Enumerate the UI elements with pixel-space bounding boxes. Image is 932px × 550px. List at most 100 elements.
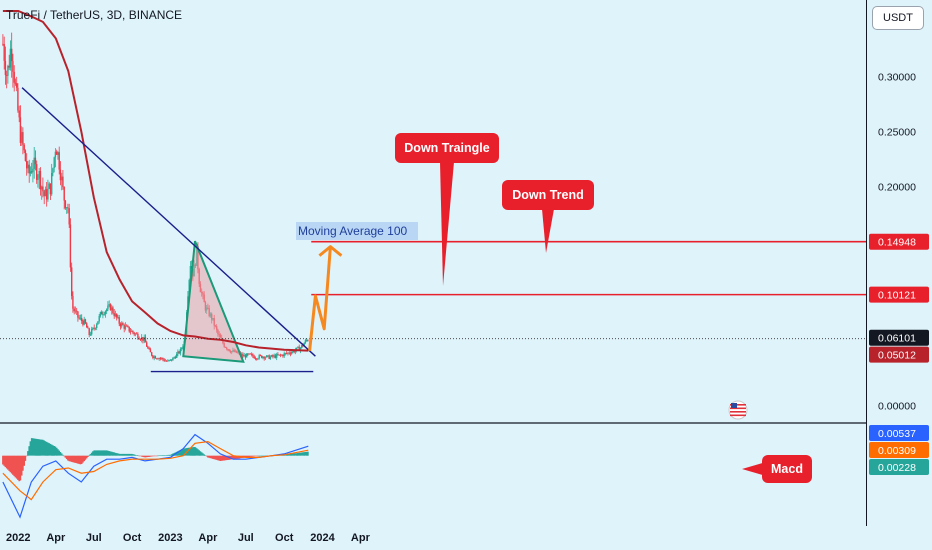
candle-body xyxy=(179,349,182,354)
candle-body xyxy=(189,266,192,280)
candle-body xyxy=(28,164,30,174)
down-trend-callout-pointer xyxy=(542,209,554,253)
macd-histogram-bar xyxy=(289,454,292,456)
candle-body xyxy=(172,357,174,361)
candle-body xyxy=(244,355,247,358)
candle-body xyxy=(262,356,264,358)
macd-histogram-bar xyxy=(139,455,142,457)
macd-histogram-bar xyxy=(128,453,130,456)
macd-histogram-bar xyxy=(40,439,43,456)
macd-histogram-bar xyxy=(73,455,75,463)
macd-histogram-bar xyxy=(13,455,15,477)
currency-button[interactable]: USDT xyxy=(872,6,924,30)
candle-body xyxy=(144,337,147,343)
macd-histogram-bar xyxy=(64,455,67,458)
macd-histogram-bar xyxy=(244,455,247,458)
macd-histogram-bar xyxy=(288,454,290,456)
macd-histogram-bar xyxy=(155,455,158,457)
candle-body xyxy=(273,355,275,357)
candle-body xyxy=(147,346,149,349)
macd-histogram-bar xyxy=(304,452,307,456)
macd-histogram-bar xyxy=(38,439,40,456)
candle-body xyxy=(3,44,5,61)
macd-histogram-bar xyxy=(125,453,128,456)
macd-histogram-bar xyxy=(295,453,298,456)
down-triangle-callout-bg xyxy=(395,133,499,163)
price-tick-label: 0.30000 xyxy=(878,72,916,84)
macd-histogram-bar xyxy=(55,447,58,456)
candle-body xyxy=(111,307,113,311)
macd-histogram-bar xyxy=(110,451,113,456)
candle-body xyxy=(68,208,70,225)
candle-body xyxy=(69,224,72,268)
candle-body xyxy=(27,164,29,169)
candle-body xyxy=(31,171,33,173)
macd-histogram-bar xyxy=(305,451,308,456)
macd-histogram-bar xyxy=(28,446,30,456)
macd-histogram-bar xyxy=(193,447,195,456)
macd-histogram-bar xyxy=(177,451,179,456)
candle-body xyxy=(297,346,299,348)
macd-histogram-bar xyxy=(218,455,220,461)
candle-body xyxy=(116,313,118,318)
macd-histogram-bar xyxy=(250,455,253,457)
macd-histogram-bar xyxy=(138,455,140,457)
candle-body xyxy=(188,280,190,297)
candle-body xyxy=(76,310,78,312)
macd-histogram-bar xyxy=(27,451,29,456)
macd-histogram-bar xyxy=(198,450,200,456)
candle-body xyxy=(274,355,277,358)
macd-histogram-bar xyxy=(68,455,70,462)
candle-body xyxy=(97,321,99,325)
candle-body xyxy=(283,353,285,357)
candle-body xyxy=(299,347,302,351)
candle-body xyxy=(118,317,120,324)
macd-histogram-bar xyxy=(159,455,162,456)
macd-histogram-bar xyxy=(2,455,4,465)
time-tick-label: Jul xyxy=(238,532,254,544)
candle-body xyxy=(128,326,130,332)
macd-histogram-bar xyxy=(19,455,22,481)
candle-body xyxy=(117,317,119,318)
macd-histogram-bar xyxy=(97,450,99,456)
macd-histogram-bar xyxy=(249,455,252,457)
macd-histogram-bar xyxy=(293,453,295,456)
candle-body xyxy=(167,360,169,362)
macd-histogram-bar xyxy=(227,455,229,460)
time-tick-label: Jul xyxy=(86,532,102,544)
macd-histogram-bar xyxy=(130,453,133,456)
candle-body xyxy=(49,183,52,195)
candle-body xyxy=(129,331,132,333)
macd-histogram-bar xyxy=(9,455,12,473)
macd-histogram-bar xyxy=(297,453,299,456)
candle-body xyxy=(16,83,18,88)
candle-body xyxy=(107,305,109,310)
macd-histogram-bar xyxy=(44,441,47,456)
candle-body xyxy=(78,317,80,319)
macd-histogram-bar xyxy=(48,443,50,456)
candle-body xyxy=(269,356,272,359)
macd-histogram-bar xyxy=(204,455,207,456)
candle-body xyxy=(73,308,75,312)
candle-body xyxy=(162,358,164,360)
macd-histogram-bar xyxy=(169,454,172,456)
candle-body xyxy=(39,171,42,190)
candle-body xyxy=(246,353,248,358)
candle-body xyxy=(108,304,110,306)
candle-body xyxy=(119,323,122,327)
candle-body xyxy=(171,359,173,361)
macd-histogram-bar xyxy=(258,455,260,457)
candle-body xyxy=(264,357,267,359)
candle-body xyxy=(26,161,28,169)
candle-body xyxy=(286,353,288,354)
candle-body xyxy=(307,340,309,341)
candle-body xyxy=(301,345,303,348)
macd-histogram-bar xyxy=(82,455,84,463)
candle-body xyxy=(164,360,167,362)
triangle-pattern xyxy=(182,240,245,363)
candle-body xyxy=(12,61,14,72)
candle-body xyxy=(123,325,125,329)
us-flag-icon xyxy=(728,400,748,420)
macd-histogram-bar xyxy=(52,445,54,456)
